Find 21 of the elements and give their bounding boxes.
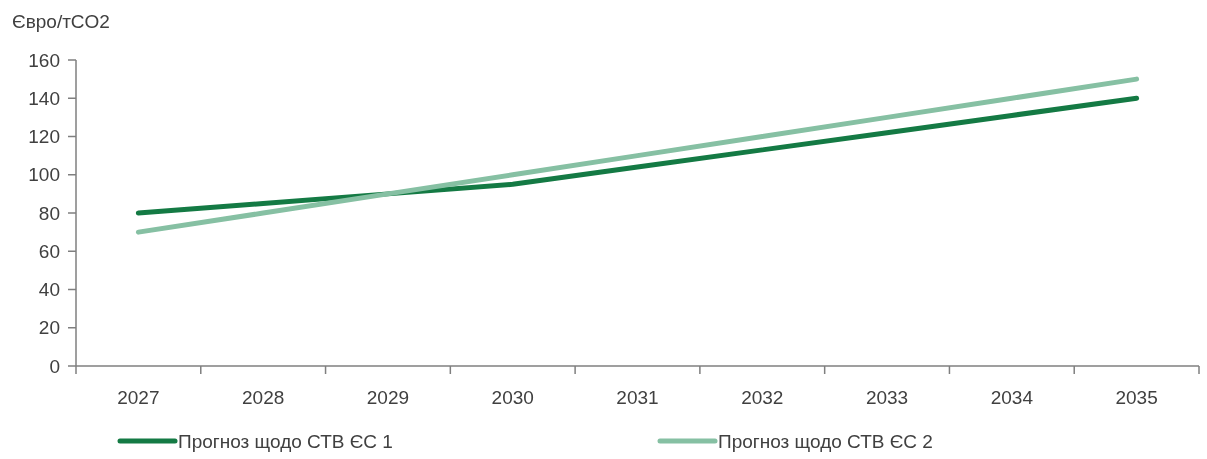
x-tick-label: 2030: [491, 387, 534, 408]
y-tick-label: 0: [49, 355, 60, 377]
y-tick-label: 60: [38, 240, 60, 262]
legend-label: Прогноз щодо СТВ ЄС 1: [178, 430, 393, 452]
y-tick-label: 100: [28, 164, 60, 186]
x-tick-label: 2034: [990, 387, 1034, 408]
y-tick-label: 20: [38, 317, 60, 339]
y-tick-label: 120: [28, 126, 60, 147]
x-tick-label: 2028: [242, 387, 285, 408]
y-tick-label: 160: [28, 49, 60, 71]
y-axis-title: Євро/тCO2: [12, 11, 110, 32]
legend-label: Прогноз щодо СТВ ЄС 2: [718, 430, 933, 452]
x-tick-label: 2031: [616, 387, 659, 408]
x-tick-label: 2033: [865, 387, 909, 408]
x-tick-label: 2029: [366, 387, 410, 408]
y-tick-label: 140: [28, 87, 60, 109]
y-tick-label: 80: [38, 202, 60, 224]
y-tick-label: 40: [38, 279, 60, 300]
x-tick-label: 2032: [741, 387, 784, 408]
x-tick-label: 2027: [117, 387, 160, 408]
x-tick-label: 2035: [1115, 387, 1158, 408]
